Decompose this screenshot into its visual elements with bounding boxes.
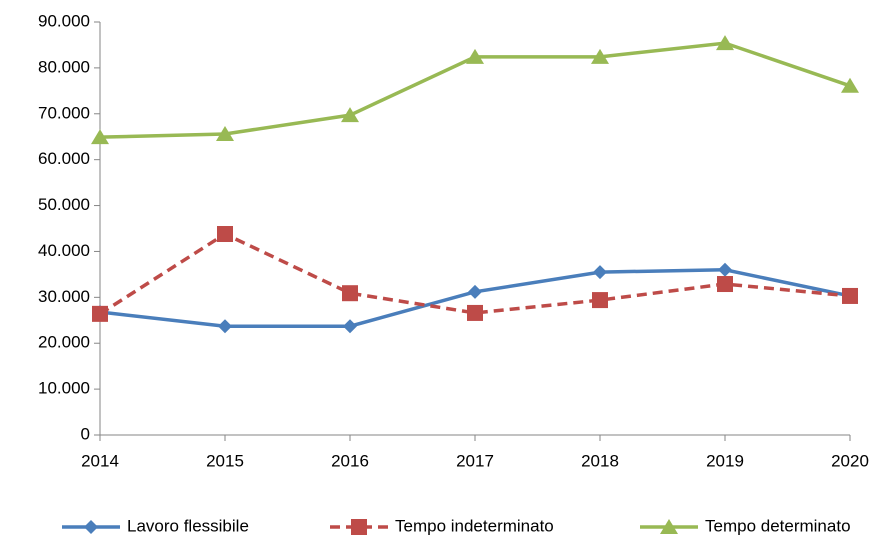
data-point <box>343 319 357 334</box>
data-point <box>466 48 484 64</box>
data-point <box>593 265 607 280</box>
data-point <box>91 129 109 145</box>
legend-marker <box>84 520 98 534</box>
data-point <box>842 287 858 304</box>
x-tick-label: 2014 <box>81 451 119 470</box>
data-point <box>342 285 358 302</box>
x-tick-label: 2020 <box>831 451 869 470</box>
x-tick-label: 2016 <box>331 451 369 470</box>
data-point <box>592 292 608 309</box>
y-tick-label: 50.000 <box>38 195 90 214</box>
data-point <box>341 107 359 123</box>
data-point <box>718 262 732 277</box>
x-tick-label: 2019 <box>706 451 744 470</box>
data-point <box>468 284 482 299</box>
y-tick-label: 90.000 <box>38 11 90 30</box>
data-point <box>218 319 232 334</box>
y-tick-label: 0 <box>81 424 90 443</box>
y-tick-label: 40.000 <box>38 241 90 260</box>
y-tick-label: 20.000 <box>38 333 90 352</box>
x-tick-label: 2018 <box>581 451 619 470</box>
data-point <box>717 276 733 293</box>
data-point <box>841 77 859 93</box>
data-point <box>716 35 734 51</box>
data-point <box>216 125 234 141</box>
data-point <box>217 226 233 243</box>
data-point <box>591 48 609 64</box>
y-tick-label: 10.000 <box>38 379 90 398</box>
y-tick-label: 60.000 <box>38 149 90 168</box>
legend-marker <box>351 519 367 535</box>
y-tick-label: 80.000 <box>38 57 90 76</box>
y-tick-label: 30.000 <box>38 287 90 306</box>
legend-label: Tempo determinato <box>705 516 851 535</box>
legend-label: Tempo indeterminato <box>395 516 554 535</box>
legend-marker <box>660 519 678 534</box>
x-tick-label: 2017 <box>456 451 494 470</box>
x-tick-label: 2015 <box>206 451 244 470</box>
legend-label: Lavoro flessibile <box>127 516 249 535</box>
data-point <box>92 305 108 322</box>
y-tick-label: 70.000 <box>38 103 90 122</box>
data-point <box>467 304 483 321</box>
